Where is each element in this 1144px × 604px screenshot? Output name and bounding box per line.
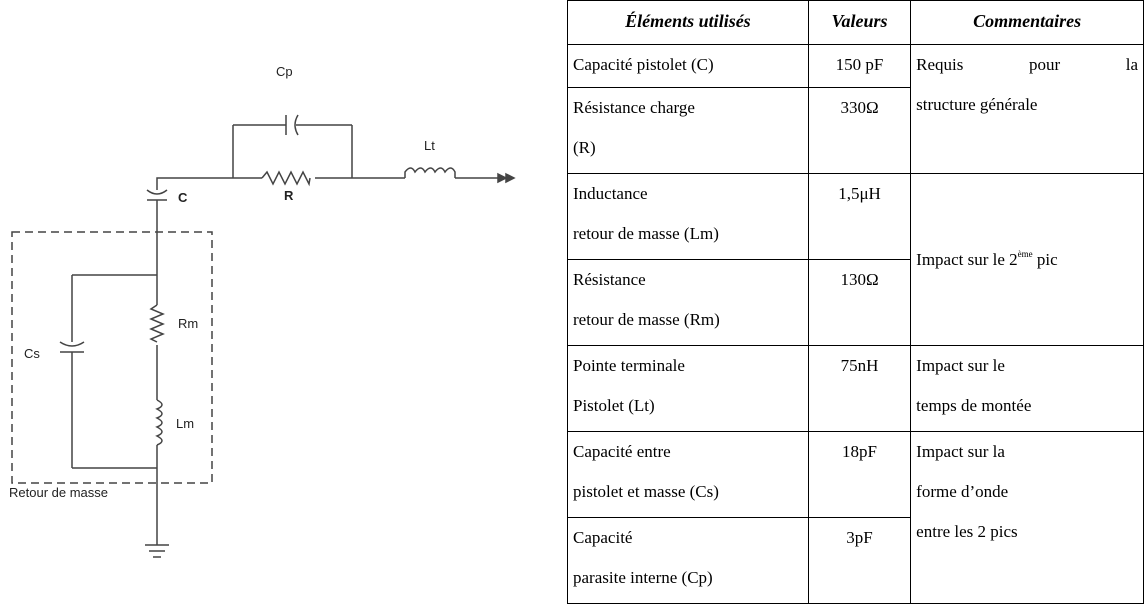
element-line: Capacité entre <box>573 441 671 461</box>
element-line: Capacité <box>573 527 633 547</box>
comment-part: Impact sur le 2 <box>916 249 1018 269</box>
comment-line: structure générale <box>916 94 1038 114</box>
element-line: Résistance charge <box>573 98 695 118</box>
element-line: Pointe terminale <box>573 355 685 375</box>
value-cell: 1,5μH <box>807 173 912 260</box>
element-cell: Capacité entre pistolet et masse (Cs) <box>567 430 809 518</box>
value-cell: 130Ω <box>807 259 912 346</box>
value-cell: 18pF <box>807 430 912 518</box>
row: Capacité parasite interne (Cp) 3pF <box>567 516 1144 604</box>
element-cell: Pointe terminale Pistolet (Lt) <box>567 344 809 432</box>
header-cell: Valeurs <box>807 0 912 45</box>
comment-line: forme d’onde <box>916 481 1009 501</box>
label-lt: Lt <box>424 138 435 153</box>
header-cell: Éléments utilisés <box>567 0 809 45</box>
header-row: Éléments utilisés Valeurs Commentaires <box>567 0 1144 45</box>
table: Éléments utilisés Valeurs Commentaires Capa… <box>567 0 1144 604</box>
row: Résistance retour de masse (Rm) 130Ω <box>567 259 1144 346</box>
table-body: Éléments utilisés Valeurs Commentaires Capa… <box>567 0 1144 604</box>
label-rm: Rm <box>178 316 198 331</box>
value-cell: 330Ω <box>807 87 912 175</box>
element-line: Inductance <box>573 184 648 204</box>
label-cs: Cs <box>24 346 40 361</box>
comment-cell: Impact sur la forme d’onde entre les 2 pic… <box>910 430 1144 604</box>
element-line: Résistance <box>573 270 646 289</box>
row: Pointe terminale Pistolet (Lt) 75nH Impact … <box>567 344 1144 432</box>
comment-line: Requis pour la <box>916 54 1138 74</box>
label-r: R <box>284 188 294 203</box>
label-lm: Lm <box>176 416 194 431</box>
label-c: C <box>178 190 188 205</box>
element-line: Capacité pistolet (C) <box>573 54 714 74</box>
label-box: Retour de masse <box>9 485 108 500</box>
comment-line: Impact sur le <box>916 355 1005 375</box>
element-cell: Inductance retour de masse (Lm) <box>567 173 809 260</box>
comment-part: pic <box>1032 249 1058 269</box>
comment-line: entre les 2 pics <box>916 521 1018 541</box>
comment-cell: Requis pour la structure générale <box>910 43 1144 175</box>
element-line: pistolet et masse (Cs) <box>573 481 719 501</box>
comment-line: Impact sur la <box>916 441 1005 461</box>
value-cell: 150 pF <box>807 43 912 89</box>
element-line: retour de masse (Rm) <box>573 310 720 329</box>
comment-cell: Impact sur le temps de montée <box>910 344 1144 432</box>
element-line: parasite interne (Cp) <box>573 567 713 587</box>
row: Capacité pistolet (C) 150 pF Requis pour l… <box>567 43 1144 175</box>
comment-part: ème <box>1017 248 1033 259</box>
value-cell: 3pF <box>807 516 912 604</box>
header-cell: Commentaires <box>910 0 1144 45</box>
row: Inductance retour de masse (Lm) 1,5μH Impac… <box>567 173 1144 346</box>
row: Capacité entre pistolet et masse (Cs) 18pF… <box>567 430 1144 604</box>
element-line: (R) <box>573 138 596 158</box>
comment-line: temps de montée <box>916 395 1032 415</box>
element-cell: Résistance retour de masse (Rm) <box>567 259 809 346</box>
label-cp: Cp <box>276 64 293 79</box>
element-cell: Capacité parasite interne (Cp) <box>567 516 809 604</box>
element-cell: Résistance charge (R) <box>567 87 809 175</box>
element-line: Pistolet (Lt) <box>573 395 655 415</box>
row: Résistance charge (R) 330Ω <box>567 87 1144 175</box>
element-cell: Capacité pistolet (C) <box>567 43 809 89</box>
comment-cell: Impact sur le 2ème pic <box>910 173 1144 346</box>
element-line: retour de masse (Lm) <box>573 224 719 244</box>
value-cell: 75nH <box>807 344 912 432</box>
wires <box>11 114 516 558</box>
circuit: Cp Lt R C Rm Cs Lm Retour de masse <box>9 64 516 558</box>
